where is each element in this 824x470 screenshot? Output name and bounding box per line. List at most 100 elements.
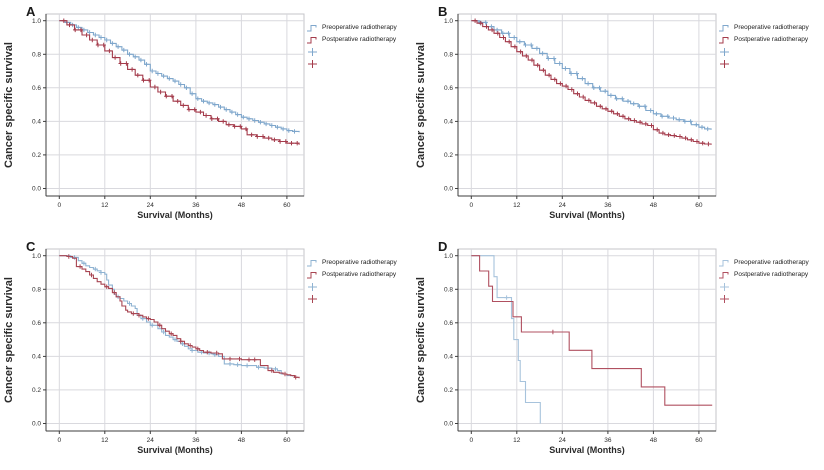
legend-item-censored-preoperative [718,281,809,292]
legend: Preoperative radiotherapy Postperative ra… [306,22,397,69]
censor-plus-icon [659,114,665,119]
censor-plus-icon [665,114,670,119]
censor-plus-icon [280,126,286,132]
legend-item-censored-postoperative [306,58,397,69]
censor-plus-icon [700,141,705,146]
censor-plus-icon [273,366,278,372]
censor-plus-icon [540,51,545,56]
censor-plus-icon [112,290,117,295]
censor-plus-icon [214,350,219,356]
censor-plus-icon [631,101,636,106]
censor-plus-icon [625,99,631,104]
censor-plus-icon [269,368,274,373]
censor-plus-icon [277,139,283,144]
censor-plus-icon [104,284,109,289]
censor-plus-icon [73,27,78,33]
censor-plus-icon [478,21,483,26]
censor-plus-icon [592,100,597,106]
x-tick-label: 60 [695,202,703,209]
censor-plus-icon [706,141,711,147]
km-line-icon [307,271,317,278]
censor-plus-icon [244,363,250,368]
km-curve-preoperative [59,255,294,377]
censor-plus-icon [308,282,317,291]
censor-plus-icon [101,42,106,48]
legend-item-censored-postoperative [306,293,397,304]
x-axis-label: Survival (Months) [137,445,213,455]
censor-plus-icon [181,103,186,108]
censor-plus-icon [688,119,693,124]
censor-plus-icon [127,52,132,57]
x-axis-label: Survival (Months) [549,210,625,220]
censor-plus-icon [720,59,729,68]
censor-plus-icon [551,56,557,61]
km-curve-postoperative [471,20,712,145]
censor-plus-icon [483,20,488,25]
legend-label: Preoperative radiotherapy [322,24,397,31]
y-tick-label: 0.2 [32,387,41,394]
panel-d: 0.0 0.2 0.4 0.6 0.8 1.0 0 12 24 36 48 60 Survival (M… [412,235,824,470]
km-curve-preoperative [471,20,712,130]
plot-area [457,13,717,197]
censor-plus-icon [495,31,500,36]
censor-plus-icon [648,108,653,113]
censor-plus-icon [705,126,710,132]
censor-plus-icon [603,89,608,94]
legend-item-preoperative: Preoperative radiotherapy [718,257,809,268]
censor-plus-icon [172,78,178,84]
censor-plus-icon [557,61,562,66]
censor-plus-icon [654,111,659,116]
censor-plus-icon [512,35,517,40]
x-tick-label: 60 [283,202,291,209]
censor-plus-icon [586,98,592,103]
censor-plus-icon [620,96,625,101]
censor-plus-icon [720,294,729,303]
censor-plus-icon [205,350,210,355]
x-tick-label: 24 [559,437,567,444]
km-curve-postoperative [59,255,300,379]
censor-plus-icon [150,323,155,328]
panel-b: 0.0 0.2 0.4 0.6 0.8 1.0 0 12 24 36 48 60 Survival (M… [412,0,824,235]
censor-plus-icon [246,116,252,121]
censor-plus-icon [655,127,660,132]
censor-plus-icon [523,42,528,48]
y-tick-label: 0.0 [32,186,41,193]
censor-plus-icon [98,270,104,275]
km-line-icon [719,259,729,266]
censor-plus-icon [77,264,83,269]
censor-plus-icon [189,348,195,353]
censor-plus-icon [215,116,220,121]
legend-item-censored-preoperative [718,46,809,57]
censor-plus-icon [169,331,174,336]
x-tick-label: 36 [192,202,200,209]
censor-plus-icon [256,365,261,370]
censor-plus-icon [129,67,135,72]
censor-plus-icon [682,119,688,124]
censor-plus-icon [206,100,212,106]
censor-plus-icon [89,272,94,278]
censor-plus-icon [252,118,257,123]
censor-plus-icon [546,73,552,78]
y-axis-label: Cancer specific survival [415,277,427,403]
censor-plus-icon [155,71,161,76]
x-tick-label: 0 [57,437,61,444]
km-plot-b: 0.0 0.2 0.4 0.6 0.8 1.0 0 12 24 36 48 60 Survival (M… [415,13,717,220]
censor-plus-icon [518,49,523,54]
x-tick-label: 24 [147,202,155,209]
panel-label-c: C [26,239,36,254]
censor-plus-icon [282,371,288,377]
y-tick-label: 0.6 [444,320,453,327]
censor-plus-icon [534,46,540,51]
censor-plus-icon [580,76,585,81]
censor-plus-icon [529,57,535,63]
legend-item-preoperative: Preoperative radiotherapy [306,257,397,268]
censor-plus-icon [169,94,175,99]
panel-label-a: A [26,4,36,19]
censor-plus-icon [76,25,81,30]
censor-plus-icon [61,18,66,23]
y-axis-label: Cancer specific survival [3,42,15,168]
censor-plus-icon [552,77,557,82]
censor-plus-icon [295,141,300,146]
legend-item-preoperative: Preoperative radiotherapy [718,22,809,33]
